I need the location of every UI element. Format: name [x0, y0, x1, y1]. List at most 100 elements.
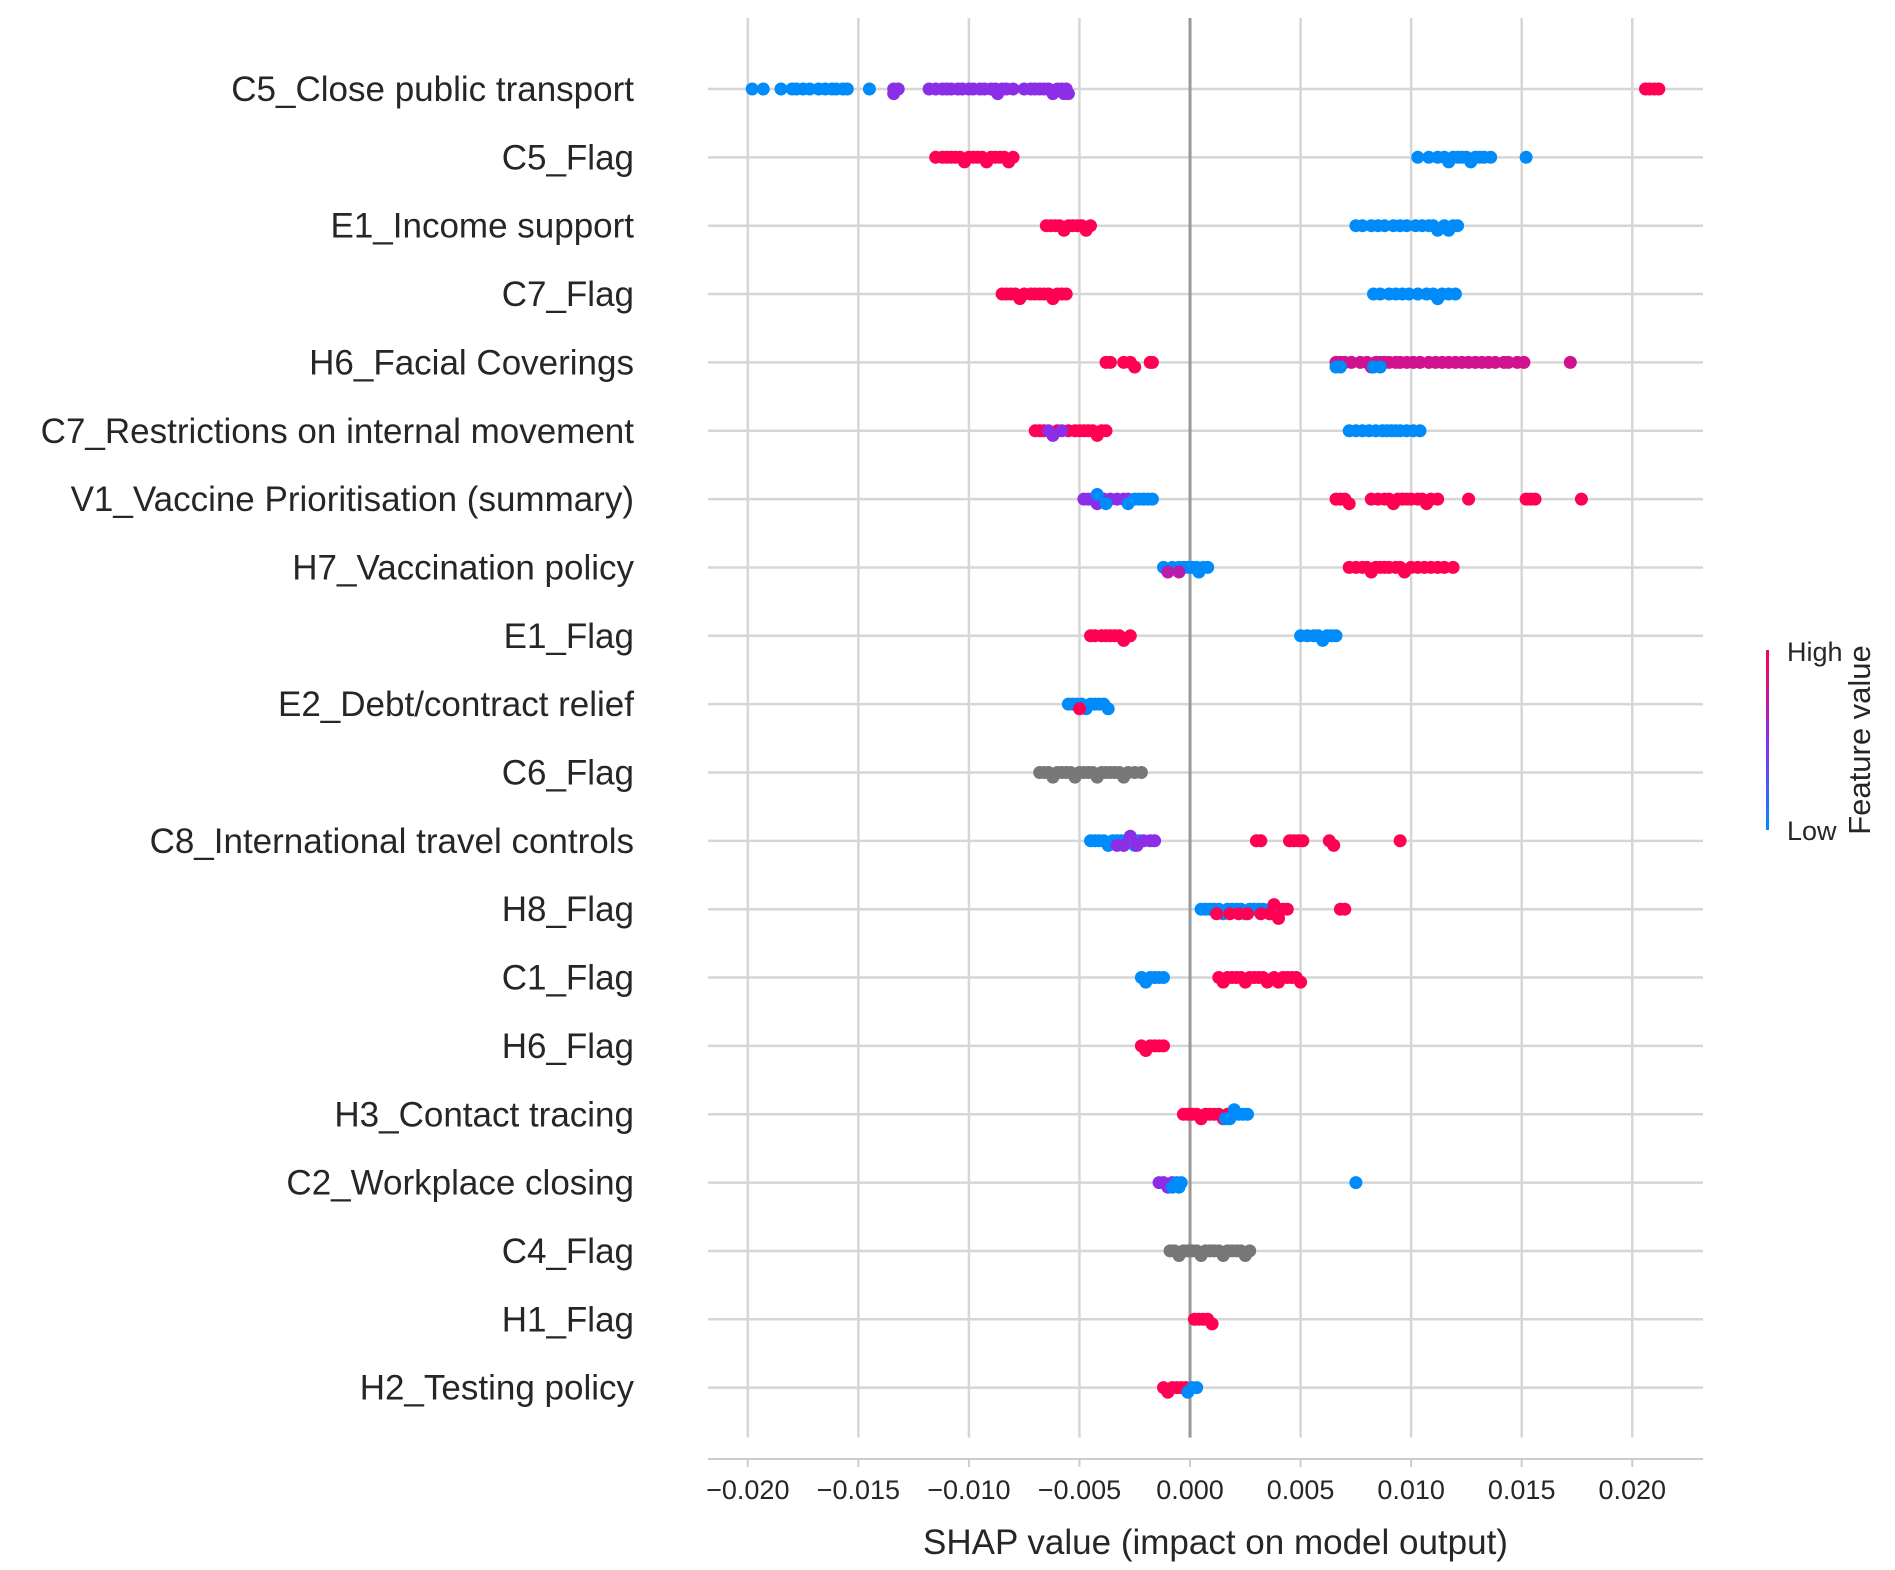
colorbar-title: Feature value	[1842, 645, 1877, 835]
shap-point	[1172, 565, 1186, 579]
shap-point	[1174, 1176, 1188, 1190]
shap-point	[774, 82, 788, 96]
colorbar-low-label: Low	[1787, 816, 1837, 846]
shap-point	[1145, 492, 1159, 506]
colorbar-high-label: High	[1787, 637, 1843, 667]
shap-point	[1090, 488, 1104, 501]
shap-point	[1422, 150, 1436, 164]
feature-label: C5_Close public transport	[231, 70, 634, 109]
feature-label: C8_International travel controls	[150, 822, 634, 861]
shap-point	[1134, 766, 1148, 779]
shap-point	[1280, 902, 1294, 916]
feature-label: H7_Vaccination policy	[292, 548, 634, 587]
feature-label: H1_Flag	[502, 1300, 634, 1339]
beeswarm-points	[745, 82, 1666, 1399]
shap-point	[1254, 834, 1268, 848]
feature-label: C1_Flag	[502, 959, 634, 998]
feature-label: C2_Workplace closing	[286, 1164, 634, 1203]
shap-point	[1342, 497, 1356, 511]
feature-label: E2_Debt/contract relief	[278, 685, 634, 724]
shap-point	[1099, 424, 1113, 438]
shap-point	[1148, 834, 1162, 848]
x-axis-ticks: −0.020 −0.015 −0.010 −0.005 0.000 0.005 0.010 0…	[706, 1459, 1666, 1505]
shap-point	[1484, 150, 1498, 164]
x-tick-label: −0.005	[1038, 1475, 1121, 1505]
x-tick-label: −0.010	[927, 1475, 1010, 1505]
shap-point	[1145, 355, 1159, 369]
shap-point	[1243, 1244, 1257, 1258]
shap-point	[1296, 834, 1310, 848]
shap-point	[1344, 355, 1358, 369]
feature-labels: C5_Close public transport C5_Flag E1_Incom…	[41, 70, 635, 1408]
feature-label: H6_Facial Coverings	[309, 343, 634, 382]
shap-point	[1574, 492, 1588, 506]
shap-point	[1349, 1176, 1363, 1190]
shap-point	[1402, 287, 1416, 301]
feature-label: C7_Flag	[502, 275, 634, 314]
shap-point	[1329, 629, 1343, 643]
feature-label: C5_Flag	[502, 138, 634, 177]
shap-point	[1393, 834, 1407, 848]
colorbar: High Low Feature value	[1766, 637, 1877, 846]
feature-label: H2_Testing policy	[360, 1369, 635, 1408]
x-tick-label: 0.015	[1488, 1475, 1556, 1505]
feature-label: H6_Flag	[502, 1027, 634, 1066]
shap-point	[1103, 355, 1117, 369]
shap-point	[1123, 629, 1137, 643]
shap-point	[862, 82, 876, 96]
shap-point	[1446, 560, 1460, 574]
shap-point	[1073, 702, 1086, 716]
shap-point	[1241, 907, 1254, 921]
shap-point	[1205, 1317, 1219, 1331]
x-tick-label: 0.020	[1598, 1475, 1666, 1505]
shap-point	[1373, 360, 1387, 374]
x-axis-title: SHAP value (impact on model output)	[923, 1523, 1508, 1562]
shap-point	[1161, 565, 1175, 579]
shap-point	[1448, 287, 1462, 301]
shap-point	[1117, 838, 1131, 852]
shap-point	[1101, 702, 1115, 716]
shap-point	[756, 82, 770, 96]
shap-point	[1059, 287, 1073, 301]
feature-label: V1_Vaccine Prioritisation (summary)	[71, 480, 634, 519]
shap-point	[1333, 360, 1347, 374]
feature-label: H3_Contact tracing	[334, 1095, 634, 1134]
shap-point	[840, 82, 854, 96]
shap-point	[1462, 492, 1476, 506]
x-tick-label: −0.015	[817, 1475, 900, 1505]
colorbar-gradient	[1766, 650, 1769, 830]
shap-point	[1223, 907, 1237, 921]
shap-point	[1128, 360, 1142, 374]
shap-point	[1501, 355, 1515, 369]
shap-point	[1006, 150, 1020, 164]
shap-point	[1061, 87, 1075, 101]
x-tick-label: 0.005	[1267, 1475, 1335, 1505]
shap-point	[1431, 492, 1445, 506]
shap-point	[1099, 497, 1113, 511]
feature-label: E1_Flag	[504, 617, 634, 656]
feature-label: E1_Income support	[330, 207, 634, 246]
feature-label: C7_Restrictions on internal movement	[41, 412, 635, 451]
shap-point	[1157, 1039, 1170, 1053]
feature-label: C6_Flag	[502, 754, 634, 793]
shap-point	[745, 82, 759, 96]
shap-point	[1563, 355, 1577, 369]
shap-point	[891, 82, 905, 96]
shap-point	[1201, 560, 1215, 574]
x-tick-label: −0.020	[706, 1475, 789, 1505]
feature-label: C4_Flag	[502, 1232, 634, 1271]
shap-point	[1338, 902, 1352, 916]
shap-point	[1451, 219, 1465, 233]
shap-point	[1519, 150, 1533, 164]
shap-point	[1190, 1381, 1204, 1395]
shap-point	[1517, 355, 1531, 369]
shap-point	[1327, 838, 1341, 852]
shap-point	[1652, 82, 1666, 96]
shap-point	[1411, 150, 1425, 164]
shap-point	[1241, 1107, 1254, 1121]
shap-point	[1294, 975, 1308, 989]
x-tick-label: 0.010	[1377, 1475, 1445, 1505]
shap-point	[1006, 82, 1020, 96]
shap-point	[1413, 424, 1427, 438]
